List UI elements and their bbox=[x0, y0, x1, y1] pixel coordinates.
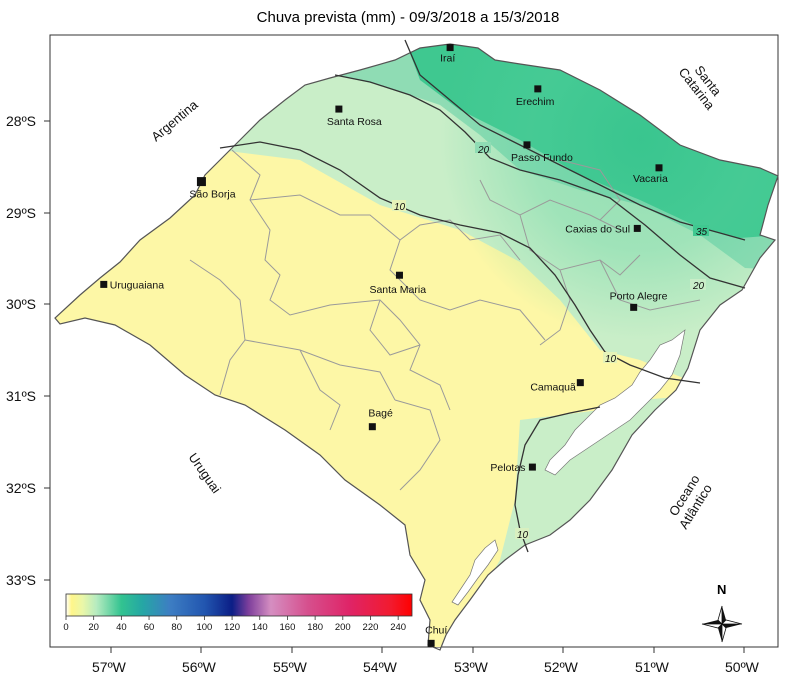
colorbar-tick-label: 0 bbox=[63, 622, 68, 633]
colorbar-ticks: 0 20 40 60 80 100 120 140 160 180 200 220 240 bbox=[63, 616, 406, 633]
north-label: N bbox=[717, 582, 726, 597]
map-title: Chuva prevista (mm) - 09/3/2018 a 15/3/2… bbox=[257, 9, 560, 26]
iso-bg bbox=[690, 279, 706, 290]
lat-label-33: 33ºS bbox=[6, 572, 36, 588]
city-erechim: Erechim bbox=[516, 85, 555, 108]
city-marker bbox=[630, 303, 638, 311]
isoline-label-10b: 10 bbox=[605, 354, 617, 365]
city-label: Pelotas bbox=[490, 462, 525, 474]
latitude-labels: 28ºS 29ºS 30ºS 31ºS 32ºS 33ºS bbox=[6, 113, 36, 588]
city-label: São Borja bbox=[189, 189, 235, 201]
iso-bg bbox=[392, 200, 406, 211]
lat-label-31: 31ºS bbox=[6, 388, 36, 404]
city-bagé: Bagé bbox=[368, 408, 393, 431]
city-chuí: Chuí bbox=[425, 624, 447, 647]
colorbar-tick-label: 200 bbox=[335, 622, 351, 633]
city-label: Iraí bbox=[440, 53, 455, 65]
lon-label-55: 55ºW bbox=[273, 659, 308, 675]
colorbar-tick-label: 160 bbox=[280, 622, 296, 633]
isoline-20 bbox=[334, 74, 746, 289]
lon-label-53: 53ºW bbox=[454, 659, 489, 675]
colorbar-tick-label: 80 bbox=[171, 622, 182, 633]
city-santa-maria: Santa Maria bbox=[369, 271, 426, 296]
isoline-labels: 35 20 20 10 10 10 bbox=[392, 142, 709, 541]
colorbar-gradient bbox=[65, 593, 413, 617]
axis-ticks bbox=[44, 120, 745, 653]
city-iraí: Iraí bbox=[440, 44, 455, 65]
city-são-borja: São Borja bbox=[189, 177, 236, 201]
city-label: Santa Rosa bbox=[327, 116, 382, 128]
lon-label-57: 57ºW bbox=[92, 659, 127, 675]
lat-label-28: 28ºS bbox=[6, 113, 36, 129]
city-marker bbox=[427, 639, 435, 647]
city-pelotas: Pelotas bbox=[490, 462, 536, 474]
colorbar-tick-label: 140 bbox=[252, 622, 268, 633]
colorbar-tick-label: 120 bbox=[224, 622, 240, 633]
city-marker bbox=[196, 177, 206, 187]
iso-bg bbox=[603, 352, 617, 363]
lat-label-29: 29ºS bbox=[6, 205, 36, 221]
city-marker bbox=[395, 271, 403, 279]
isoline-label-10c: 10 bbox=[517, 530, 529, 541]
city-santa-rosa: Santa Rosa bbox=[327, 105, 382, 128]
colorbar: 0 20 40 60 80 100 120 140 160 180 200 220 240 bbox=[63, 593, 413, 633]
city-label: Santa Maria bbox=[369, 284, 426, 296]
city-label: Camaquã bbox=[530, 382, 576, 394]
isoline-label-10a: 10 bbox=[394, 202, 406, 213]
city-marker bbox=[528, 463, 536, 471]
lon-label-56: 56ºW bbox=[182, 659, 217, 675]
city-marker bbox=[368, 423, 376, 431]
colorbar-tick-label: 60 bbox=[144, 622, 155, 633]
iso-bg bbox=[515, 528, 529, 539]
iso-bg bbox=[475, 142, 491, 153]
longitude-labels: 57ºW 56ºW 55ºW 54ºW 53ºW 52ºW 51ºW 50ºW bbox=[92, 659, 760, 675]
city-label: Bagé bbox=[368, 408, 393, 420]
city-camaquã: Camaquã bbox=[530, 379, 584, 394]
lat-label-30: 30ºS bbox=[6, 296, 36, 312]
isoline-10-north bbox=[219, 141, 701, 384]
city-marker bbox=[335, 105, 343, 113]
colorbar-tick-label: 240 bbox=[390, 622, 406, 633]
city-caxias-do-sul: Caxias do Sul bbox=[565, 223, 641, 235]
city-label: Erechim bbox=[516, 96, 555, 108]
city-label: Vacaria bbox=[633, 173, 668, 185]
city-vacaria: Vacaria bbox=[633, 164, 668, 185]
city-label: Caxias do Sul bbox=[565, 223, 630, 235]
city-marker bbox=[576, 379, 584, 387]
colorbar-tick-label: 220 bbox=[363, 622, 379, 633]
lon-label-54: 54ºW bbox=[363, 659, 398, 675]
lon-label-52: 52ºW bbox=[544, 659, 579, 675]
city-label: Porto Alegre bbox=[610, 290, 668, 302]
city-marker bbox=[523, 141, 531, 149]
city-passo-fundo: Passo Fundo bbox=[511, 141, 573, 164]
isoline-label-20a: 20 bbox=[477, 145, 490, 156]
colorbar-tick-label: 40 bbox=[116, 622, 127, 633]
cities-layer: Iraí Erechim Santa Rosa Passo Fundo Vacaria S… bbox=[100, 44, 668, 647]
city-porto-alegre: Porto Alegre bbox=[610, 290, 668, 311]
lon-label-51: 51ºW bbox=[635, 659, 670, 675]
city-label: Passo Fundo bbox=[511, 152, 573, 164]
isoline-label-20b: 20 bbox=[692, 281, 705, 292]
colorbar-tick-label: 100 bbox=[196, 622, 212, 633]
iso-bg bbox=[693, 225, 709, 236]
colorbar-tick-label: 180 bbox=[307, 622, 323, 633]
city-label: Chuí bbox=[425, 624, 447, 636]
city-marker bbox=[534, 85, 542, 93]
lat-label-32: 32ºS bbox=[6, 480, 36, 496]
isoline-10-south bbox=[514, 406, 601, 553]
city-marker bbox=[100, 280, 108, 288]
lon-label-50: 50ºW bbox=[725, 659, 760, 675]
city-marker bbox=[633, 224, 641, 232]
lagoa-mirim bbox=[451, 539, 499, 606]
colorbar-tick-label: 20 bbox=[88, 622, 99, 633]
isoline-label-35: 35 bbox=[696, 227, 708, 238]
city-uruguaiana: Uruguaiana bbox=[100, 279, 164, 291]
city-marker bbox=[446, 44, 454, 52]
city-label: Uruguaiana bbox=[110, 279, 164, 291]
north-arrow: N bbox=[701, 582, 743, 643]
city-marker bbox=[655, 164, 663, 172]
